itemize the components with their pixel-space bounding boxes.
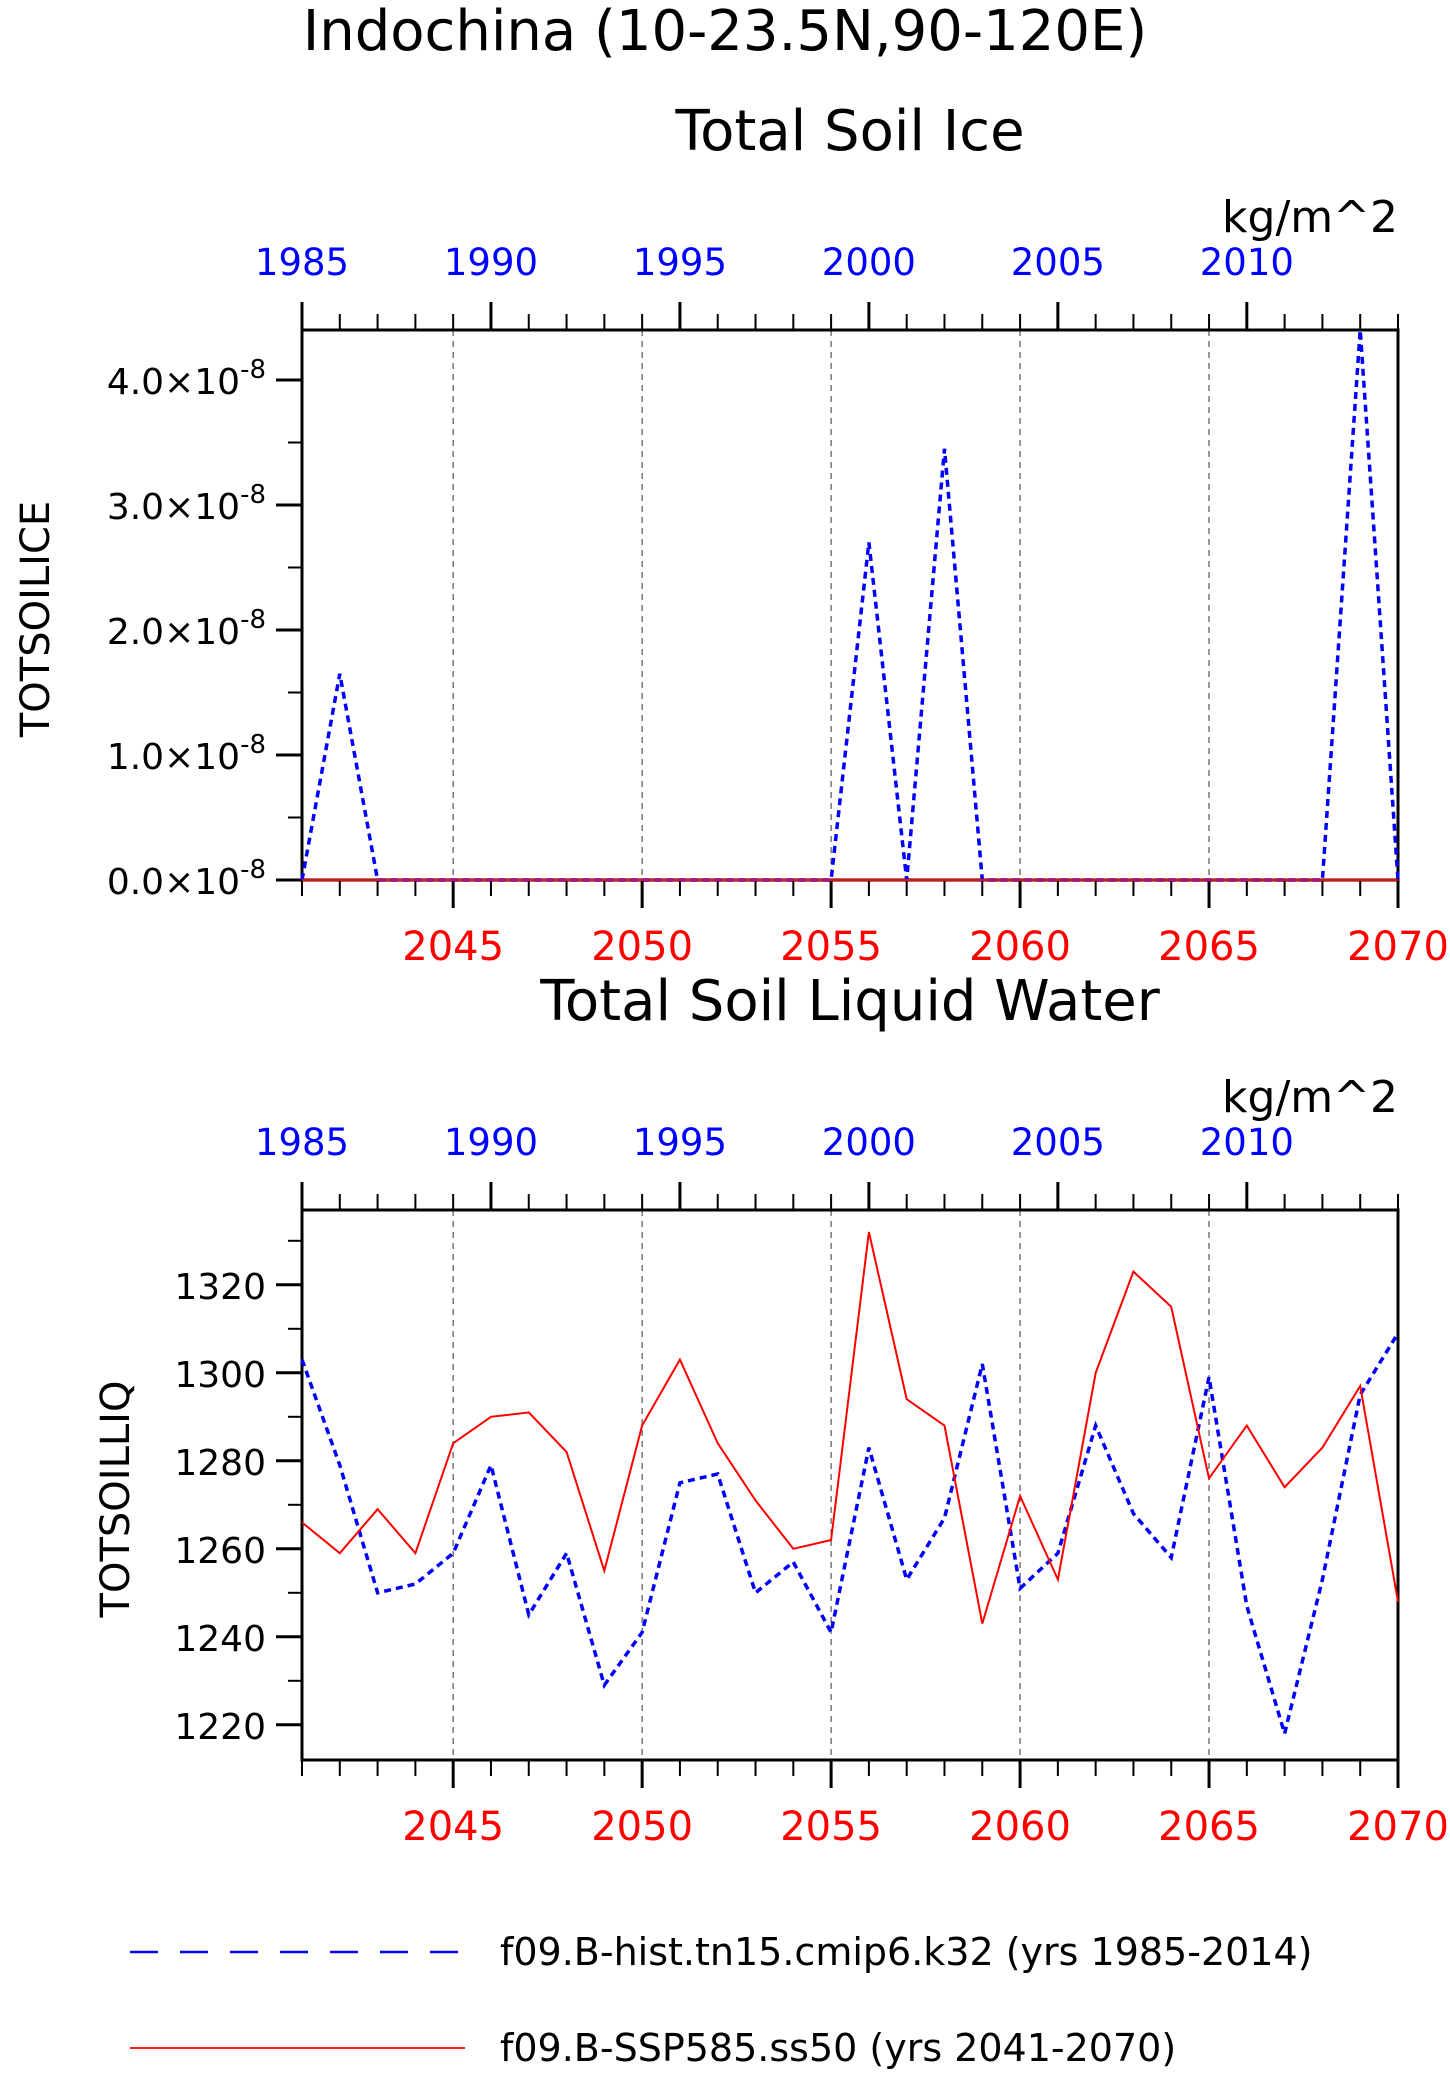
plot-frame xyxy=(300,1208,1400,1762)
soil-ice-panel: Total Soil Ice kg/m^2 TOTSOILICE 1985 1990 19… xyxy=(13,99,1449,970)
top-axis-tick-label: 2005 xyxy=(1011,1121,1105,1164)
top-axis-tick-label: 1995 xyxy=(633,241,727,284)
top-axis-tick-label: 1990 xyxy=(444,241,538,284)
bottom-axis-tick-label: 2060 xyxy=(969,1804,1071,1850)
region-title: Indochina (10-23.5N,90-120E) xyxy=(303,0,1148,64)
top-axis-tick-label: 1995 xyxy=(633,1121,727,1164)
hist-series-line xyxy=(300,1332,1400,1741)
legend-label: f09.B-hist.tn15.cmip6.k32 (yrs 1985-2014… xyxy=(500,1930,1312,1974)
soil-liquid-panel: Total Soil Liquid Water kg/m^2 TOTSOILLIQ 1… xyxy=(93,969,1449,1850)
top-axis-tick-label: 1985 xyxy=(255,1121,349,1164)
top-axis-tick-label: 2000 xyxy=(822,241,916,284)
bottom-axis-tick-label: 2065 xyxy=(1158,1804,1260,1850)
legend: f09.B-hist.tn15.cmip6.k32 (yrs 1985-2014… xyxy=(130,1930,1312,2070)
bottom-axis-tick-label: 2055 xyxy=(780,924,882,970)
y-axis-tick-label: 1320 xyxy=(174,1267,266,1308)
y-axis-tick-label: 1240 xyxy=(174,1619,266,1660)
bottom-axis-tick-label: 2050 xyxy=(591,1804,693,1850)
plot-frame xyxy=(300,328,1400,882)
bottom-axis-tick-label: 2045 xyxy=(402,924,504,970)
y-axis-label: TOTSOILICE xyxy=(13,501,59,738)
panel-title: Total Soil Liquid Water xyxy=(539,969,1161,1034)
bottom-axis-tick-label: 2060 xyxy=(969,924,1071,970)
ssp-series-line xyxy=(301,1231,1399,1624)
y-axis-tick-label: 4.0×10-8 xyxy=(107,355,266,403)
y-axis-tick-label: 1280 xyxy=(174,1443,266,1484)
y-axis-tick-label: 2.0×10-8 xyxy=(107,605,266,653)
bottom-axis-tick-label: 2065 xyxy=(1158,924,1260,970)
bottom-axis-tick-label: 2070 xyxy=(1347,924,1449,970)
y-axis-tick-label: 1220 xyxy=(174,1707,266,1748)
y-axis-tick-label: 1260 xyxy=(174,1531,266,1572)
bottom-axis-tick-label: 2050 xyxy=(591,924,693,970)
legend-label: f09.B-SSP585.ss50 (yrs 2041-2070) xyxy=(500,2026,1176,2070)
y-axis-tick-label: 1.0×10-8 xyxy=(107,730,266,778)
top-axis-tick-label: 2010 xyxy=(1200,1121,1294,1164)
top-axis-tick-label: 1985 xyxy=(255,241,349,284)
top-axis-tick-label: 2000 xyxy=(822,1121,916,1164)
y-axis-tick-label: 3.0×10-8 xyxy=(107,480,266,528)
y-axis-tick-label: 1300 xyxy=(174,1355,266,1396)
y-axis-label: TOTSOILLIQ xyxy=(93,1381,139,1619)
top-axis-tick-label: 1990 xyxy=(444,1121,538,1164)
units-label: kg/m^2 xyxy=(1222,1072,1398,1123)
y-axis-tick-label: 0.0×10-8 xyxy=(107,855,266,903)
top-axis-tick-label: 2010 xyxy=(1200,241,1294,284)
bottom-axis-tick-label: 2070 xyxy=(1347,1804,1449,1850)
bottom-axis-tick-label: 2045 xyxy=(402,1804,504,1850)
panel-title: Total Soil Ice xyxy=(674,99,1024,164)
top-axis-tick-label: 2005 xyxy=(1011,241,1105,284)
units-label: kg/m^2 xyxy=(1222,192,1398,243)
hist-series-line xyxy=(300,329,1400,882)
bottom-axis-tick-label: 2055 xyxy=(780,1804,882,1850)
